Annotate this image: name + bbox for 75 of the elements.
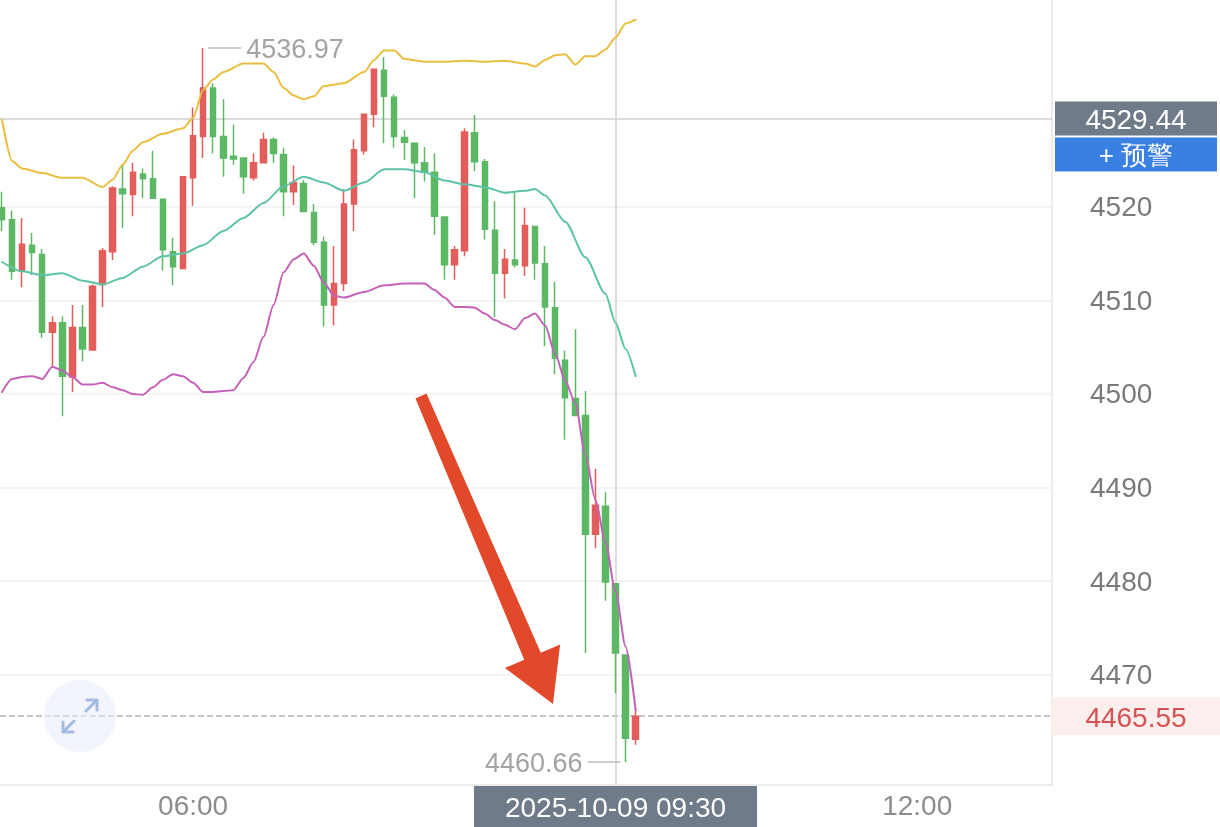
candlestick xyxy=(289,164,298,206)
ref-line-label: 2025-10-09 09:30 xyxy=(504,791,727,823)
candlestick xyxy=(320,235,328,328)
annotation: 4536.97 xyxy=(246,34,344,64)
candlestick xyxy=(68,304,77,393)
candlestick xyxy=(118,163,127,230)
candlestick xyxy=(531,225,539,281)
candlestick xyxy=(259,132,268,164)
candlestick xyxy=(350,138,358,232)
candlestick xyxy=(149,149,157,200)
line-series xyxy=(1,18,637,189)
ref-line-label: 4529.44 xyxy=(1085,103,1187,135)
candlestick xyxy=(38,248,46,339)
candlestick xyxy=(481,158,489,241)
candlestick xyxy=(229,123,238,166)
candlestick xyxy=(450,245,459,281)
y-tick-label: 4490 xyxy=(1090,471,1153,503)
candlestick xyxy=(108,185,117,261)
candlestick xyxy=(400,129,409,161)
candlestick xyxy=(360,113,368,156)
y-tick-label: 4480 xyxy=(1090,565,1153,597)
candlestick xyxy=(249,152,258,182)
candlestick xyxy=(440,216,449,281)
candlestick xyxy=(410,142,419,200)
candlestick xyxy=(28,232,36,276)
y-tick-label: 4500 xyxy=(1090,378,1153,410)
candlestick xyxy=(541,245,549,347)
candlestick xyxy=(299,178,308,213)
candlestick xyxy=(581,390,590,654)
candlestick xyxy=(139,167,147,200)
candlestick xyxy=(239,157,248,195)
candlestick xyxy=(179,176,187,270)
candlestick xyxy=(340,188,348,292)
candlestick xyxy=(279,147,288,217)
candlestick xyxy=(521,206,529,277)
y-tick-label: 4510 xyxy=(1090,284,1153,316)
candlestick xyxy=(269,136,278,164)
candlestick xyxy=(390,93,398,149)
candlestick xyxy=(330,245,338,327)
line-series xyxy=(1,168,637,378)
candlestick xyxy=(129,162,137,217)
candlestick xyxy=(491,200,499,318)
candlestick xyxy=(380,56,388,144)
candlestick xyxy=(310,203,318,246)
x-tick-label: 06:00 xyxy=(158,789,229,821)
candlestick xyxy=(219,98,228,178)
candlestick xyxy=(501,248,509,300)
candlestick xyxy=(511,191,519,269)
candlestick xyxy=(370,68,378,128)
y-tick-label: 4520 xyxy=(1090,191,1153,223)
candlestick xyxy=(621,654,630,763)
line-series xyxy=(1,252,637,712)
candlestick xyxy=(18,217,26,288)
annotation: 4460.66 xyxy=(484,747,583,778)
candlestick xyxy=(420,146,429,183)
candlestick xyxy=(98,247,107,308)
candlestick xyxy=(561,350,569,441)
candlestick xyxy=(8,209,16,281)
candlestick xyxy=(430,152,439,236)
candlestick xyxy=(209,82,217,155)
y-tick-label: 4470 xyxy=(1090,659,1153,691)
alert-button: + 预警 xyxy=(1055,137,1217,172)
candlestick xyxy=(78,304,87,362)
candlestick xyxy=(159,198,167,272)
candlestick xyxy=(48,315,57,368)
ref-line-label: 4465.55 xyxy=(1085,701,1187,733)
candlestick xyxy=(199,47,207,159)
x-tick-label: 12:00 xyxy=(882,789,953,821)
candlestick xyxy=(591,468,600,550)
candlestick xyxy=(189,106,197,207)
candlestick xyxy=(460,127,469,258)
candlestick xyxy=(470,114,479,172)
candlestick xyxy=(58,315,67,418)
candlestick xyxy=(551,280,559,376)
candlestick xyxy=(88,283,97,351)
